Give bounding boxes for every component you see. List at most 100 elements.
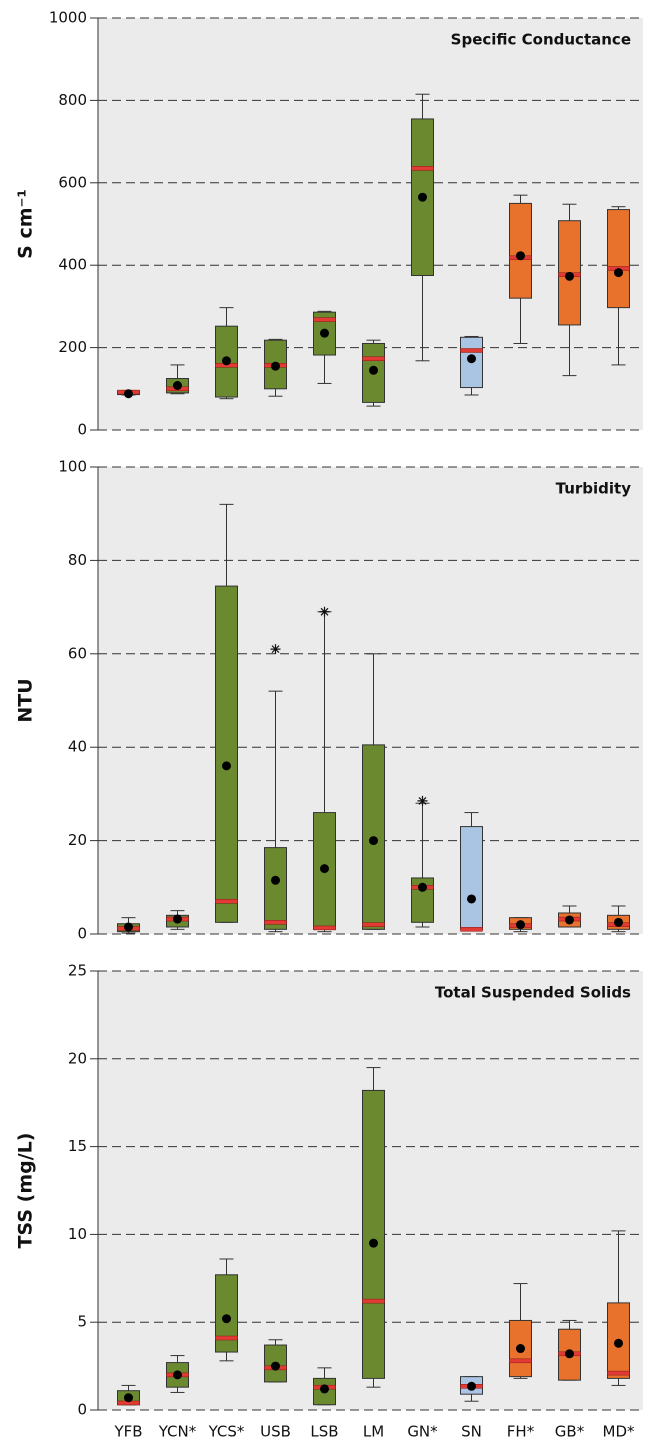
y-axis-label: TSS (mg/L) bbox=[15, 1133, 37, 1249]
y-tick-label: 20 bbox=[68, 831, 87, 849]
x-tick-label: YCN* bbox=[158, 1423, 197, 1441]
box-group bbox=[607, 206, 630, 366]
box-group bbox=[558, 1319, 581, 1381]
y-tick-label: 25 bbox=[68, 962, 87, 980]
y-tick-label: 40 bbox=[68, 738, 87, 756]
mean bbox=[271, 875, 280, 885]
x-tick-label: GB* bbox=[555, 1423, 585, 1441]
box-group bbox=[313, 606, 336, 933]
x-tick-label: LSB bbox=[310, 1423, 338, 1441]
mean bbox=[369, 836, 378, 846]
box bbox=[509, 202, 532, 299]
y-tick-label: 20 bbox=[68, 1049, 87, 1067]
mean bbox=[467, 354, 476, 364]
mean bbox=[320, 864, 329, 874]
median bbox=[264, 920, 287, 925]
box-group bbox=[558, 203, 581, 377]
box-group bbox=[607, 1230, 630, 1386]
mean bbox=[369, 1238, 378, 1248]
y-tick-label: 60 bbox=[68, 644, 87, 662]
box-group bbox=[215, 1258, 238, 1362]
box-group bbox=[509, 917, 532, 933]
box-group bbox=[362, 1067, 385, 1388]
y-tick-label: 10 bbox=[68, 1225, 87, 1243]
y-tick-label: 0 bbox=[77, 1401, 87, 1419]
median bbox=[607, 1370, 630, 1376]
median bbox=[362, 1298, 385, 1304]
median bbox=[362, 356, 385, 361]
mean bbox=[320, 328, 329, 338]
box-group bbox=[460, 335, 483, 396]
box-group bbox=[411, 93, 434, 362]
median bbox=[313, 925, 336, 931]
box bbox=[215, 1274, 238, 1353]
mean bbox=[271, 361, 280, 371]
y-tick-label: 5 bbox=[77, 1313, 87, 1331]
box-group bbox=[460, 1376, 483, 1402]
x-tick-label: FH* bbox=[507, 1423, 535, 1441]
mean bbox=[222, 761, 231, 771]
outlier bbox=[270, 644, 281, 655]
box-group bbox=[166, 1355, 189, 1393]
outlier bbox=[417, 795, 428, 806]
mean bbox=[565, 915, 574, 925]
y-tick-label: 15 bbox=[68, 1137, 87, 1155]
box bbox=[264, 847, 287, 930]
box bbox=[215, 585, 238, 923]
box-group bbox=[509, 194, 532, 344]
median bbox=[411, 166, 434, 171]
mean bbox=[614, 917, 623, 927]
box-group bbox=[362, 653, 385, 930]
mean bbox=[418, 882, 427, 892]
box-group bbox=[362, 339, 385, 407]
box-group bbox=[313, 1367, 336, 1406]
box-group bbox=[460, 812, 483, 932]
box-group bbox=[117, 917, 140, 934]
box-group bbox=[264, 644, 287, 933]
mean bbox=[222, 356, 231, 366]
panel-title: Turbidity bbox=[556, 480, 632, 498]
mean bbox=[467, 1381, 476, 1391]
mean bbox=[124, 389, 133, 399]
mean bbox=[516, 920, 525, 930]
mean bbox=[124, 1393, 133, 1403]
x-tick-label: MD* bbox=[603, 1423, 635, 1441]
median bbox=[460, 927, 483, 932]
mean bbox=[516, 1344, 525, 1354]
outlier bbox=[319, 606, 330, 617]
box-group bbox=[264, 1339, 287, 1383]
mean bbox=[173, 381, 182, 391]
median bbox=[362, 922, 385, 927]
x-tick-label: SN bbox=[461, 1423, 482, 1441]
y-tick-label: 200 bbox=[58, 338, 87, 356]
x-tick-label: USB bbox=[260, 1423, 291, 1441]
x-tick-label: GN* bbox=[407, 1423, 438, 1441]
box bbox=[362, 1089, 385, 1379]
box-group bbox=[313, 310, 336, 384]
box-group bbox=[166, 910, 189, 930]
mean bbox=[369, 365, 378, 375]
y-tick-label: 400 bbox=[58, 256, 87, 274]
y-tick-label: 1000 bbox=[49, 9, 87, 27]
x-tick-label: LM bbox=[363, 1423, 384, 1441]
mean bbox=[565, 1349, 574, 1359]
box bbox=[460, 826, 483, 930]
box-group bbox=[215, 307, 238, 400]
median bbox=[215, 1335, 238, 1341]
mean bbox=[173, 1370, 182, 1380]
box-group bbox=[607, 905, 630, 933]
y-tick-label: 80 bbox=[68, 551, 87, 569]
box-group bbox=[509, 1283, 532, 1379]
box-group bbox=[264, 338, 287, 397]
median bbox=[313, 317, 336, 322]
box-group bbox=[117, 389, 140, 399]
box-group bbox=[411, 795, 434, 928]
mean bbox=[516, 251, 525, 261]
median bbox=[215, 899, 238, 904]
y-tick-label: 0 bbox=[77, 421, 87, 439]
mean bbox=[320, 1384, 329, 1394]
mean bbox=[614, 1338, 623, 1348]
panel-title: Total Suspended Solids bbox=[435, 984, 631, 1002]
